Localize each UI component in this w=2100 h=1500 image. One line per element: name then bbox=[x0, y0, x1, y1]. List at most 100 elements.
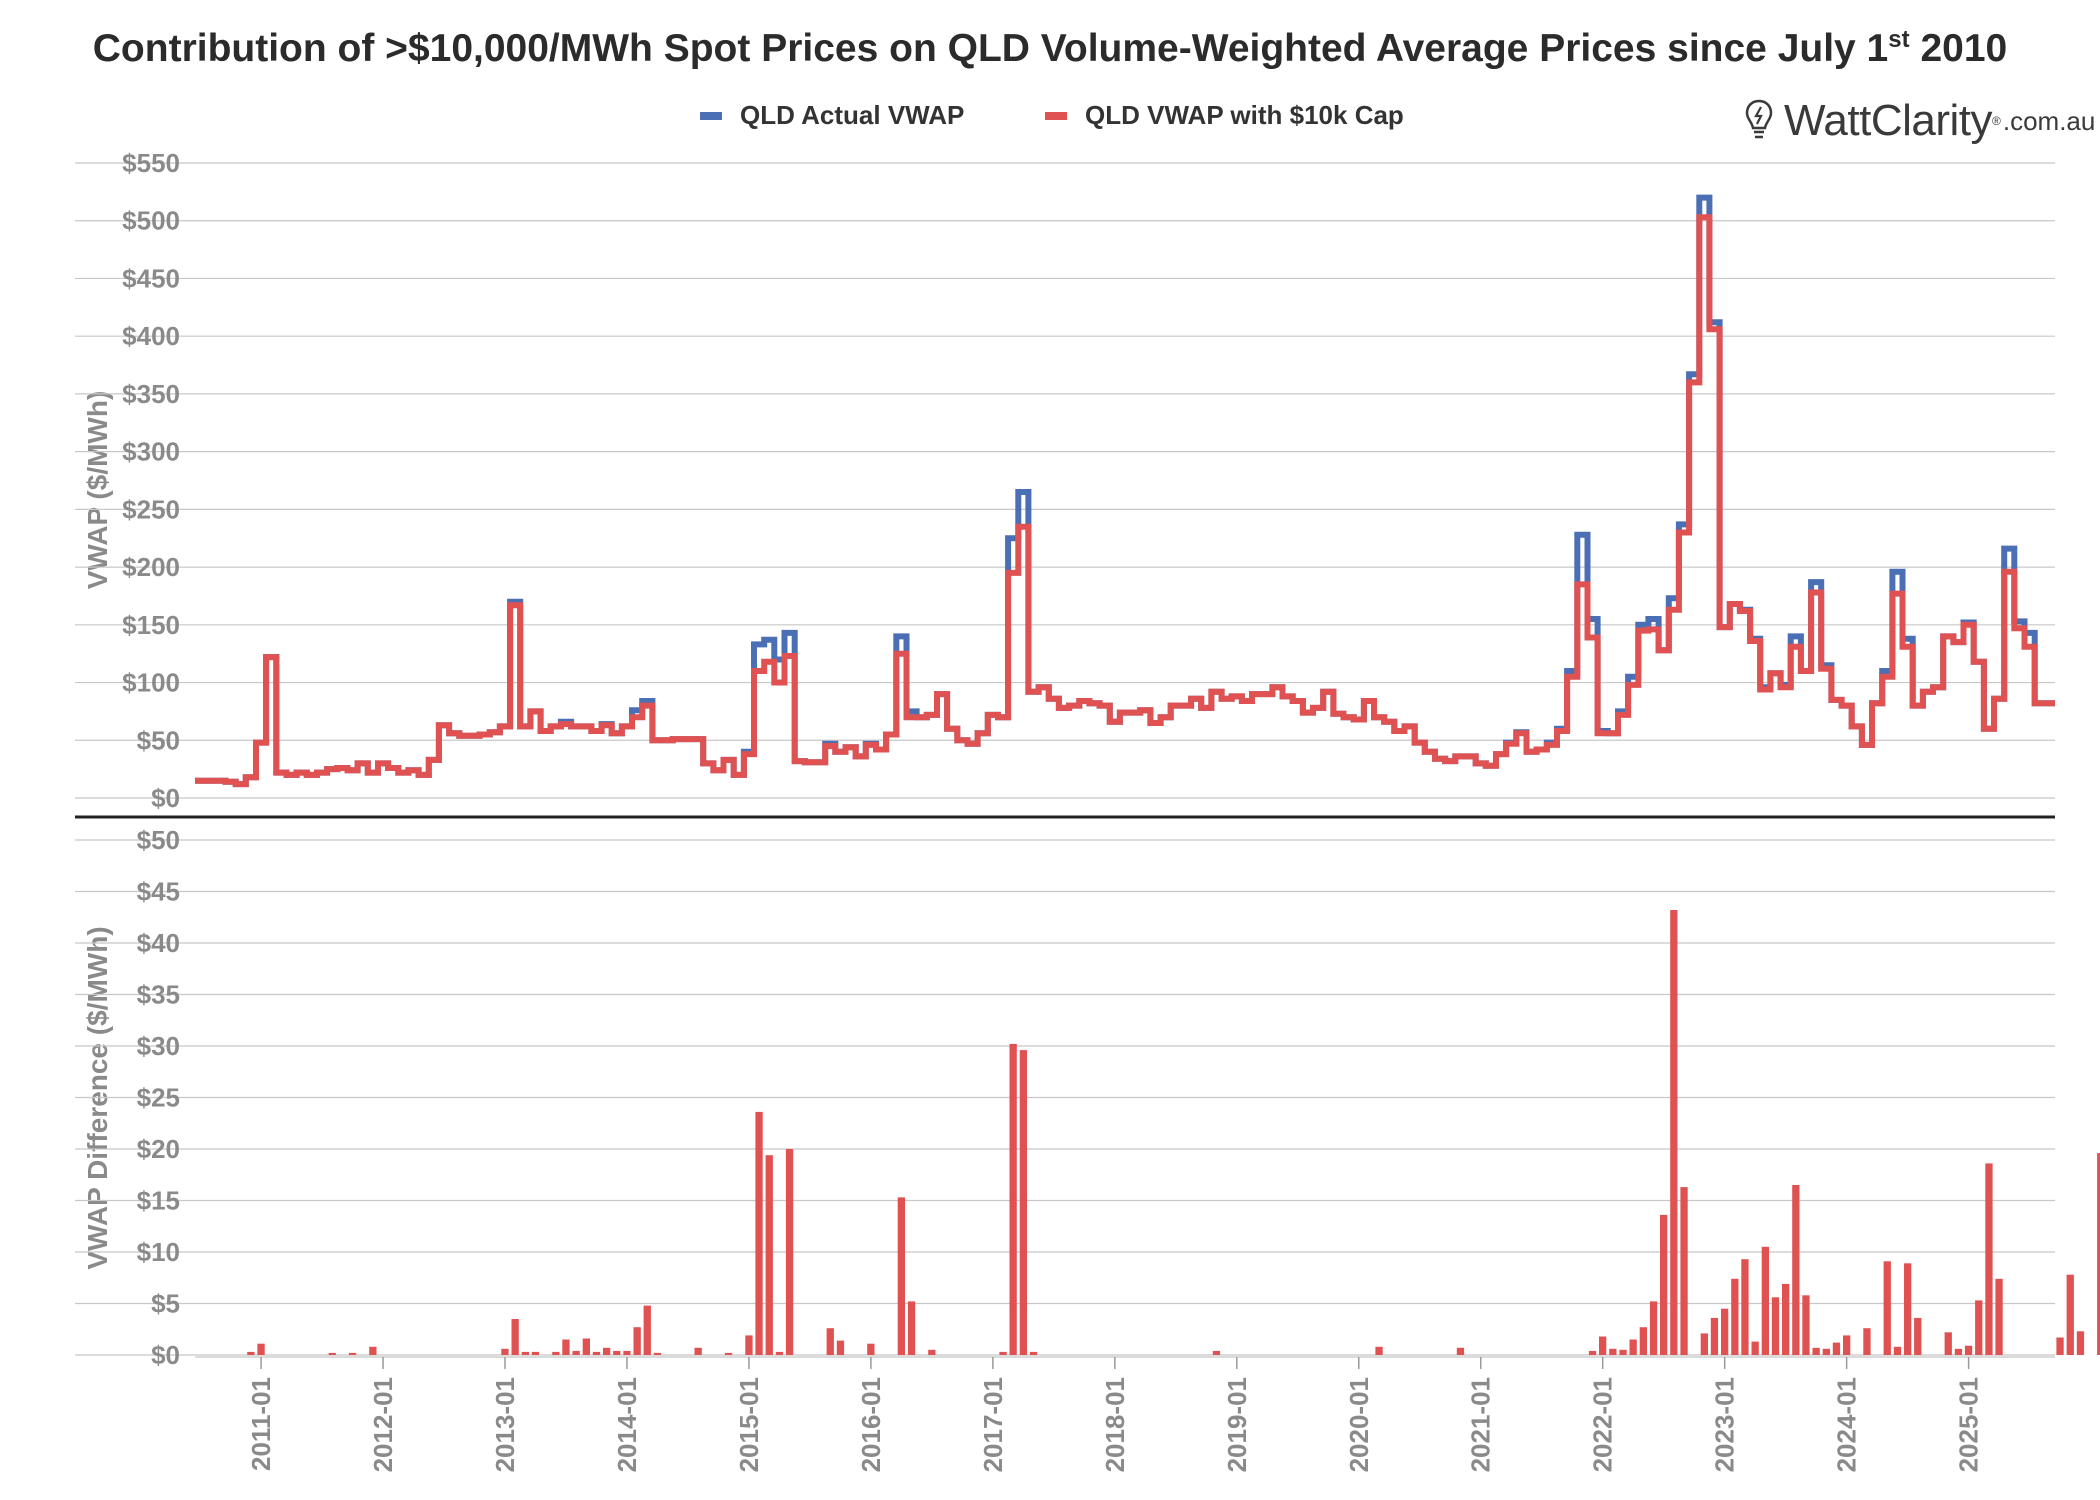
bottom-y-tick-label: $30 bbox=[137, 1031, 180, 1061]
difference-bar bbox=[1680, 1187, 1688, 1355]
difference-bar bbox=[1019, 1050, 1027, 1355]
x-tick-label: 2025-01 bbox=[1954, 1377, 1984, 1472]
difference-bar bbox=[1975, 1300, 1983, 1355]
x-tick-label: 2021-01 bbox=[1466, 1377, 1496, 1472]
difference-bar bbox=[1771, 1297, 1780, 1355]
difference-bar bbox=[257, 1343, 265, 1355]
difference-bar bbox=[2066, 1274, 2074, 1355]
difference-bar bbox=[999, 1351, 1007, 1355]
bottom-y-tick-label: $25 bbox=[137, 1083, 180, 1113]
legend-swatch-capped bbox=[1045, 111, 1067, 120]
difference-bar bbox=[928, 1349, 936, 1355]
bottom-y-tick-label: $50 bbox=[137, 825, 180, 855]
difference-bar bbox=[633, 1327, 641, 1355]
top-y-tick-label: $500 bbox=[122, 206, 180, 236]
difference-bar bbox=[1995, 1278, 2003, 1355]
x-tick-label: 2016-01 bbox=[856, 1377, 886, 1472]
difference-bar bbox=[562, 1339, 570, 1355]
difference-bar bbox=[785, 1149, 794, 1355]
difference-bar bbox=[765, 1155, 773, 1355]
difference-bar bbox=[1599, 1336, 1607, 1355]
difference-bar bbox=[1751, 1341, 1759, 1355]
difference-bar bbox=[1700, 1333, 1708, 1355]
difference-bar bbox=[724, 1352, 733, 1355]
difference-bar bbox=[582, 1338, 590, 1355]
difference-bar bbox=[1883, 1261, 1891, 1355]
logo-text: WattClarity bbox=[1784, 96, 1993, 145]
difference-bar bbox=[613, 1350, 621, 1355]
top-y-tick-label: $0 bbox=[151, 783, 180, 813]
difference-bar bbox=[826, 1328, 834, 1355]
logo-domain-text: com.au bbox=[2010, 105, 2096, 136]
difference-bar bbox=[1660, 1214, 1668, 1355]
difference-bar bbox=[1914, 1317, 1922, 1355]
x-tick-label: 2024-01 bbox=[1832, 1377, 1862, 1472]
top-y-tick-label: $550 bbox=[122, 148, 180, 178]
difference-bar bbox=[1609, 1348, 1617, 1355]
difference-bar bbox=[1782, 1283, 1790, 1355]
difference-bar bbox=[1812, 1347, 1820, 1355]
top-y-tick-label: $50 bbox=[137, 725, 180, 755]
difference-bar bbox=[501, 1348, 509, 1355]
lightbulb-icon bbox=[1745, 99, 1773, 139]
difference-bar bbox=[1588, 1350, 1597, 1355]
difference-bar bbox=[247, 1351, 255, 1355]
difference-bar bbox=[1893, 1346, 1902, 1355]
wattclarity-logo: WattClarity ® .com.au bbox=[1744, 96, 2095, 146]
bottom-y-tick-label: $5 bbox=[151, 1289, 180, 1319]
difference-bar bbox=[1954, 1348, 1963, 1355]
difference-bar bbox=[1619, 1349, 1627, 1355]
difference-bar bbox=[328, 1352, 336, 1355]
chart-title: Contribution of >$10,000/MWh Spot Prices… bbox=[0, 26, 2100, 71]
top-y-tick-label: $200 bbox=[122, 552, 180, 582]
x-tick-label: 2022-01 bbox=[1588, 1377, 1618, 1472]
difference-bar bbox=[1731, 1278, 1739, 1355]
x-tick-label: 2015-01 bbox=[734, 1377, 764, 1472]
x-tick-label: 2014-01 bbox=[612, 1377, 642, 1472]
top-y-tick-label: $300 bbox=[122, 437, 180, 467]
legend-label-capped: QLD VWAP with $10k Cap bbox=[1085, 100, 1404, 130]
logo-domain: .com.au bbox=[2002, 105, 2096, 136]
difference-bar bbox=[1761, 1246, 1769, 1355]
title-text: Contribution of >$10,000/MWh Spot Prices… bbox=[92, 27, 1889, 70]
x-tick-label: 2011-01 bbox=[246, 1377, 276, 1471]
x-tick-label: 2020-01 bbox=[1344, 1377, 1374, 1472]
legend-item-actual: QLD Actual VWAP bbox=[700, 100, 964, 131]
difference-bar bbox=[2056, 1337, 2064, 1355]
difference-bar bbox=[572, 1350, 580, 1355]
difference-bar bbox=[1212, 1350, 1221, 1355]
difference-bar bbox=[1639, 1327, 1647, 1355]
legend-swatch-actual bbox=[700, 111, 722, 120]
x-tick-label: 2017-01 bbox=[978, 1377, 1008, 1472]
difference-bar bbox=[531, 1351, 540, 1355]
difference-bar bbox=[1822, 1348, 1830, 1355]
difference-bar bbox=[1863, 1328, 1871, 1355]
difference-bar bbox=[1741, 1259, 1749, 1355]
difference-bar bbox=[1649, 1301, 1658, 1355]
top-y-tick-label: $100 bbox=[122, 668, 180, 698]
bottom-y-tick-label: $20 bbox=[137, 1134, 180, 1164]
difference-bar bbox=[623, 1350, 631, 1355]
difference-bar bbox=[348, 1352, 357, 1355]
bottom-y-tick-label: $15 bbox=[137, 1186, 180, 1216]
difference-bar bbox=[897, 1197, 905, 1355]
top-y-tick-label: $450 bbox=[122, 263, 180, 293]
difference-bar bbox=[643, 1305, 651, 1355]
difference-bar bbox=[1944, 1332, 1952, 1355]
difference-bar bbox=[694, 1347, 702, 1355]
difference-bar bbox=[592, 1351, 601, 1355]
top-y-tick-label: $150 bbox=[122, 610, 180, 640]
title-tail: 2010 bbox=[1909, 27, 2008, 70]
difference-bar bbox=[1904, 1263, 1912, 1355]
difference-bar bbox=[1985, 1163, 1993, 1355]
top-y-tick-label: $250 bbox=[122, 494, 180, 524]
difference-bar bbox=[1802, 1295, 1810, 1355]
difference-bar bbox=[552, 1351, 560, 1355]
difference-bar bbox=[653, 1352, 662, 1355]
difference-bar bbox=[1670, 910, 1678, 1355]
difference-bar bbox=[907, 1301, 916, 1355]
difference-bar bbox=[511, 1319, 519, 1355]
top-y-tick-label: $400 bbox=[122, 321, 180, 351]
x-tick-label: 2019-01 bbox=[1222, 1377, 1252, 1472]
